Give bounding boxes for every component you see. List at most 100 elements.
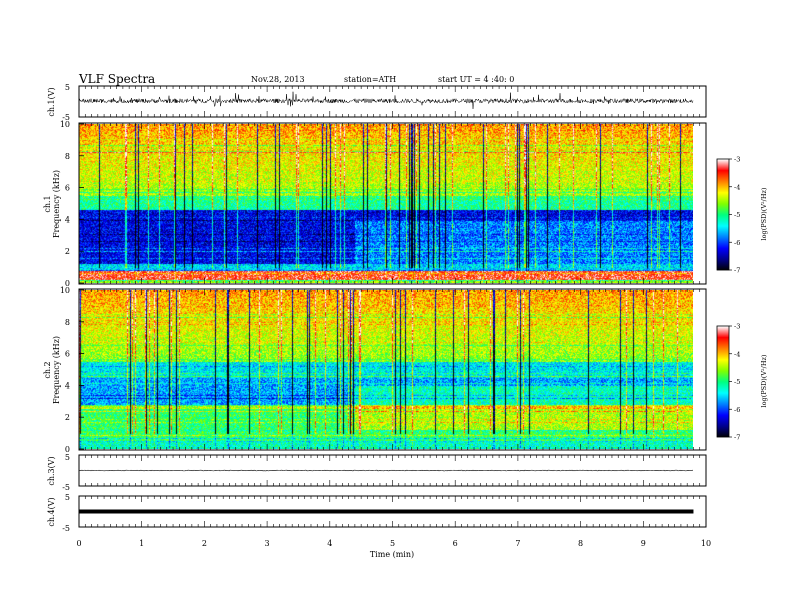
ch2-colorbar-cell [717,432,729,434]
ch1-colorbar-cell [717,165,729,167]
x-tick-label-0: 0 [76,539,81,548]
ch2-colorbar-cell [717,392,729,394]
ch2-colorbar-cell [717,398,729,400]
ch2-spec-ytick-0: 0 [65,445,70,454]
ch2-colorbar-cell [717,397,729,399]
ch1-colorbar-cell [717,168,729,170]
ch2-colorbar-cell [717,390,729,392]
ch1-colorbar-cell [717,229,729,231]
ch1-colorbar-cell [717,189,729,191]
ch1-ytick-top: 5 [65,83,70,92]
ch2-colorbar-cell [717,359,729,361]
ch1-colorbar-cell [717,226,729,228]
ch2-colorbar-cell [717,434,729,436]
ch1-colorbar-cell [717,241,729,243]
x-tick-label-4: 4 [327,539,332,548]
ch2-colorbar-cell [717,423,729,425]
ch3-ytick-bottom: -5 [62,483,70,492]
ch1-colorbar-cell [717,236,729,238]
ch2-colorbar-cell [717,350,729,352]
ch2-colorbar-cell [717,405,729,407]
ch2-colorbar-cell [717,355,729,357]
ch2-colorbar-cell [717,352,729,354]
ch2-colorbar-cell [717,369,729,371]
ch2-colorbar-cell [717,404,729,406]
ch2-colorbar-cell [717,411,729,413]
ch1-colorbar-cell [717,235,729,237]
ch1-colorbar-cell [717,163,729,165]
ch1-colorbar-cell [717,233,729,235]
ch2-colorbar-cell [717,406,729,408]
ch2-colorbar-cell [717,339,729,341]
ch2-colorbar-cell [717,402,729,404]
ch2-colorbar-cell [717,386,729,388]
ch2-colorbar-cell [717,375,729,377]
ch1-colorbar-cell [717,170,729,172]
ch1-colorbar-cell [717,261,729,263]
ch1-colorbar-cell [717,177,729,179]
x-tick-label-7: 7 [515,539,520,548]
ch1-colorbar-cell [717,215,729,217]
ch2-colorbar-ticklabel: -7 [734,434,740,442]
ch1-colorbar-cell [717,268,729,270]
ch1-colorbar-cell [717,185,729,187]
ch1-colorbar-cell [717,217,729,219]
ch2-colorbar-ticklabel: -3 [734,323,740,331]
ch1-colorbar-label: log(PSD)(V²/Hz) [760,187,768,240]
ch2-colorbar-cell [717,400,729,402]
ch2-colorbar-cell [717,374,729,376]
ch1-colorbar-cell [717,180,729,182]
ch1-waveform-panel: 5 -5 ch.1(V) [47,83,707,122]
x-tick-label-3: 3 [265,539,270,548]
ch2-colorbar-cell [717,421,729,423]
ch1-colorbar-cell [717,176,729,178]
ch2-colorbar-cell [717,364,729,366]
ch1-colorbar-cell [717,161,729,163]
ch1-wave-ylabel: ch.1(V) [47,87,56,116]
ch1-colorbar-cell [717,199,729,201]
ch1-colorbar-cell [717,219,729,221]
ch2-colorbar-cell [717,367,729,369]
ch2-colorbar-cell [717,380,729,382]
ch2-colorbar-cell [717,418,729,420]
ch1-colorbar-cell [717,209,729,211]
ch1-colorbar-cell [717,246,729,248]
ch2-colorbar-cell [717,363,729,365]
ch1-colorbar-cell [717,172,729,174]
ch2-colorbar-cell [717,391,729,393]
ch1-colorbar-cell [717,197,729,199]
ch2-colorbar-cell [717,425,729,427]
ch2-colorbar-cell [717,409,729,411]
ch2-colorbar-cell [717,433,729,435]
ch2-colorbar-cell [717,419,729,421]
ch1-colorbar-cell [717,202,729,204]
ch1-colorbar-cell [717,221,729,223]
ch1-colorbar-cell [717,211,729,213]
ch1-spectrogram-panel: ch.1 Frequency (kHz) 0 2 4 6 8 10 [43,120,707,288]
ch2-colorbar-cell [717,351,729,353]
ch2-colorbar-cell [717,376,729,378]
ch4-ytick-top: 5 [65,493,70,502]
x-tick-label-5: 5 [390,539,395,548]
ch2-colorbar-cell [717,371,729,373]
ch2-colorbar-cell [717,416,729,418]
ch1-colorbar-cell [717,210,729,212]
ch1-ytick-bottom: -5 [62,113,70,122]
ch2-colorbar-cell [717,358,729,360]
ch1-colorbar-cell [717,222,729,224]
ch1-colorbar-cell [717,159,729,161]
ch2-colorbar-cell [717,393,729,395]
ch1-colorbar-cell [717,169,729,171]
ch1-spec-ytick-2: 2 [65,247,70,256]
ch1-colorbar-cell [717,230,729,232]
ch2-colorbar-cell [717,383,729,385]
ch1-colorbar-cell [717,203,729,205]
ch2-colorbar-cell [717,426,729,428]
chart-title: VLF Spectra [79,72,156,86]
ch1-colorbar-cell [717,227,729,229]
ch1-colorbar-cell [717,183,729,185]
ch2-colorbar-cell [717,429,729,431]
ch2-colorbar-cell [717,336,729,338]
ch1-colorbar-cell [717,160,729,162]
